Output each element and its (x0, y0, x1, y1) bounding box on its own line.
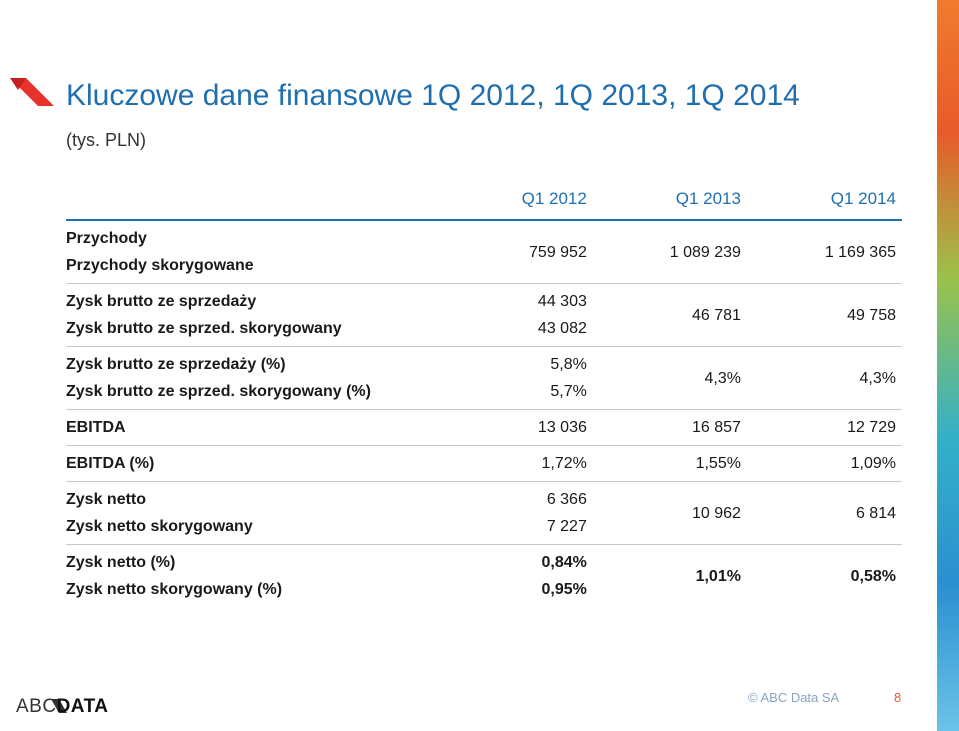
row-label-cell: EBITDA (%) (66, 445, 461, 482)
value: 44 303 (537, 293, 587, 310)
row-label: Zysk brutto ze sprzedaży (66, 293, 257, 310)
value: 1 169 365 (824, 243, 896, 261)
table-row: Przychody Przychody skorygowane 759 952 1 0… (66, 220, 902, 284)
row-label-cell: Zysk netto (%) Zysk netto skorygowany (%) (66, 545, 460, 608)
value: 1,09% (850, 455, 896, 472)
row-label: Zysk netto (%) (66, 554, 176, 571)
value: 43 082 (537, 320, 587, 337)
value-cell-q2013: 1,55% (592, 445, 747, 482)
value-cell-q2012: 0,84% 0,95% (460, 545, 593, 608)
row-label: Zysk netto skorygowany (66, 518, 253, 535)
value: 16 857 (692, 419, 741, 436)
value: 49 758 (847, 306, 896, 324)
value-cell-q2014: 1 169 365 (746, 220, 902, 284)
value: 12 729 (847, 419, 896, 436)
header-q1-2014: Q1 2014 (746, 187, 902, 221)
value-cell-q2013: 16 857 (592, 409, 747, 446)
value: 5,7% (550, 383, 587, 400)
value: 0,84% (541, 554, 587, 571)
table-row: Zysk netto Zysk netto skorygowany 6 366 7 2… (66, 481, 902, 545)
row-label: Zysk netto (66, 491, 147, 508)
value-cell-q2014: 6 814 (746, 481, 902, 545)
value-cell-q2012: 13 036 (460, 409, 593, 446)
value-cell-q2014: 12 729 (746, 409, 902, 446)
row-label: Zysk brutto ze sprzedaży (%) (66, 356, 286, 373)
value: 46 781 (692, 306, 741, 324)
row-label-cell: Zysk brutto ze sprzedaży (%) Zysk brutto … (66, 346, 461, 410)
value: 1,72% (541, 455, 587, 472)
value-cell-q2013: 1 089 239 (592, 220, 747, 284)
value: 10 962 (692, 504, 741, 522)
table-row: Zysk brutto ze sprzedaży Zysk brutto ze s… (66, 283, 902, 347)
table-row: EBITDA 13 036 16 857 12 729 (66, 409, 902, 446)
value-cell-q2014: 49 758 (746, 283, 902, 347)
row-label: EBITDA (%) (66, 455, 155, 472)
value: 6 814 (855, 504, 896, 522)
row-label-cell: Przychody Przychody skorygowane (66, 220, 461, 284)
row-label-cell: Zysk brutto ze sprzedaży Zysk brutto ze s… (66, 283, 461, 347)
value: 6 366 (546, 491, 587, 508)
page-subtitle: (tys. PLN) (66, 130, 147, 150)
row-label: Przychody skorygowane (66, 257, 254, 274)
value-cell-q2012: 5,8% 5,7% (460, 346, 593, 410)
value-cell-q2014: 4,3% (746, 346, 902, 410)
page-title: Kluczowe dane finansowe 1Q 2012, 1Q 2013… (66, 79, 800, 112)
page-number: 8 (894, 690, 902, 705)
value: 1 089 239 (669, 243, 741, 261)
title-arrow-icon (10, 78, 54, 106)
value: 4,3% (859, 369, 896, 387)
logo-data: DATA (56, 696, 109, 717)
table-row: Zysk brutto ze sprzedaży (%) Zysk brutto … (66, 346, 902, 410)
row-label-cell: Zysk netto Zysk netto skorygowany (66, 481, 461, 545)
value-cell-q2013: 10 962 (592, 481, 747, 545)
header-q1-2013: Q1 2013 (592, 187, 747, 221)
value-cell-q2013: 46 781 (592, 283, 747, 347)
row-label: Zysk brutto ze sprzed. skorygowany (66, 320, 342, 337)
row-label: Zysk brutto ze sprzed. skorygowany (%) (66, 383, 371, 400)
value: 0,58% (850, 567, 896, 585)
value: 1,55% (695, 455, 741, 472)
value-cell-q2012: 759 952 (460, 220, 593, 284)
decorative-stripe (937, 0, 959, 731)
table-row: EBITDA (%) 1,72% 1,55% 1,09% (66, 445, 902, 482)
footer-logo: ABCDATA (16, 696, 109, 718)
value: 1,01% (695, 567, 741, 585)
header-q1-2012: Q1 2012 (460, 187, 593, 221)
value-cell-q2013: 1,01% (593, 545, 747, 608)
value-cell-q2012: 1,72% (460, 445, 593, 482)
row-label: Przychody (66, 230, 147, 247)
row-label-cell: EBITDA (66, 409, 461, 446)
financial-table: Q1 2012 Q1 2013 Q1 2014 Przychody Przycho… (66, 187, 902, 607)
value: 7 227 (546, 518, 587, 535)
value: 0,95% (541, 581, 587, 598)
table-body: Przychody Przychody skorygowane 759 952 1 0… (66, 220, 902, 607)
value: 13 036 (537, 419, 587, 436)
value: 759 952 (529, 243, 587, 261)
table-header-row: Q1 2012 Q1 2013 Q1 2014 (66, 187, 902, 221)
value: 4,3% (704, 369, 741, 387)
value: 5,8% (550, 356, 587, 373)
logo-abc: ABC (16, 696, 57, 717)
table-row: Zysk netto (%) Zysk netto skorygowany (%)… (66, 545, 902, 608)
value-cell-q2013: 4,3% (592, 346, 747, 410)
row-label: EBITDA (66, 419, 126, 436)
abc-data-logo-icon (51, 699, 67, 713)
value-cell-q2014: 1,09% (746, 445, 902, 482)
value-cell-q2012: 6 366 7 227 (460, 481, 593, 545)
row-label: Zysk netto skorygowany (%) (66, 581, 283, 598)
value-cell-q2014: 0,58% (747, 545, 902, 608)
value-cell-q2012: 44 303 43 082 (460, 283, 593, 347)
copyright-text: © ABC Data SA (748, 690, 840, 705)
header-label-cell (66, 187, 461, 221)
